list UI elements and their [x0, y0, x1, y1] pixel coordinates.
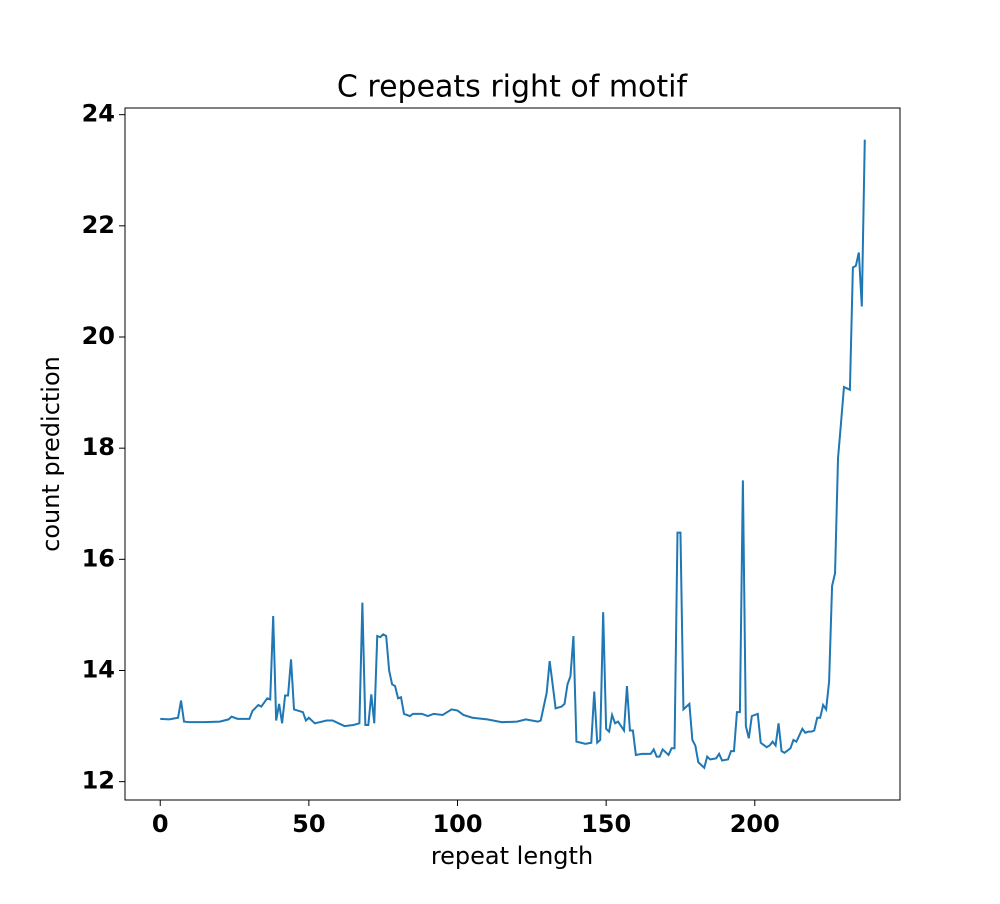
x-tick-label: 150 [581, 810, 631, 838]
x-tick-label: 50 [292, 810, 325, 838]
y-tick-label: 12 [82, 767, 115, 795]
y-tick-label: 18 [82, 433, 115, 461]
x-tick-label: 200 [730, 810, 780, 838]
x-axis-label: repeat length [431, 842, 593, 870]
y-tick-label: 22 [82, 211, 115, 239]
plot-frame [124, 107, 901, 801]
chart-title: C repeats right of motif [337, 70, 689, 105]
y-tick-label: 24 [82, 100, 115, 128]
x-tick-label: 0 [152, 810, 169, 838]
y-tick-label: 20 [82, 322, 115, 350]
y-tick-label: 16 [82, 544, 115, 572]
data-line [160, 139, 866, 770]
x-tick-label: 100 [432, 810, 482, 838]
y-tick-label: 14 [82, 655, 115, 683]
y-axis-label: count prediction [37, 356, 65, 552]
